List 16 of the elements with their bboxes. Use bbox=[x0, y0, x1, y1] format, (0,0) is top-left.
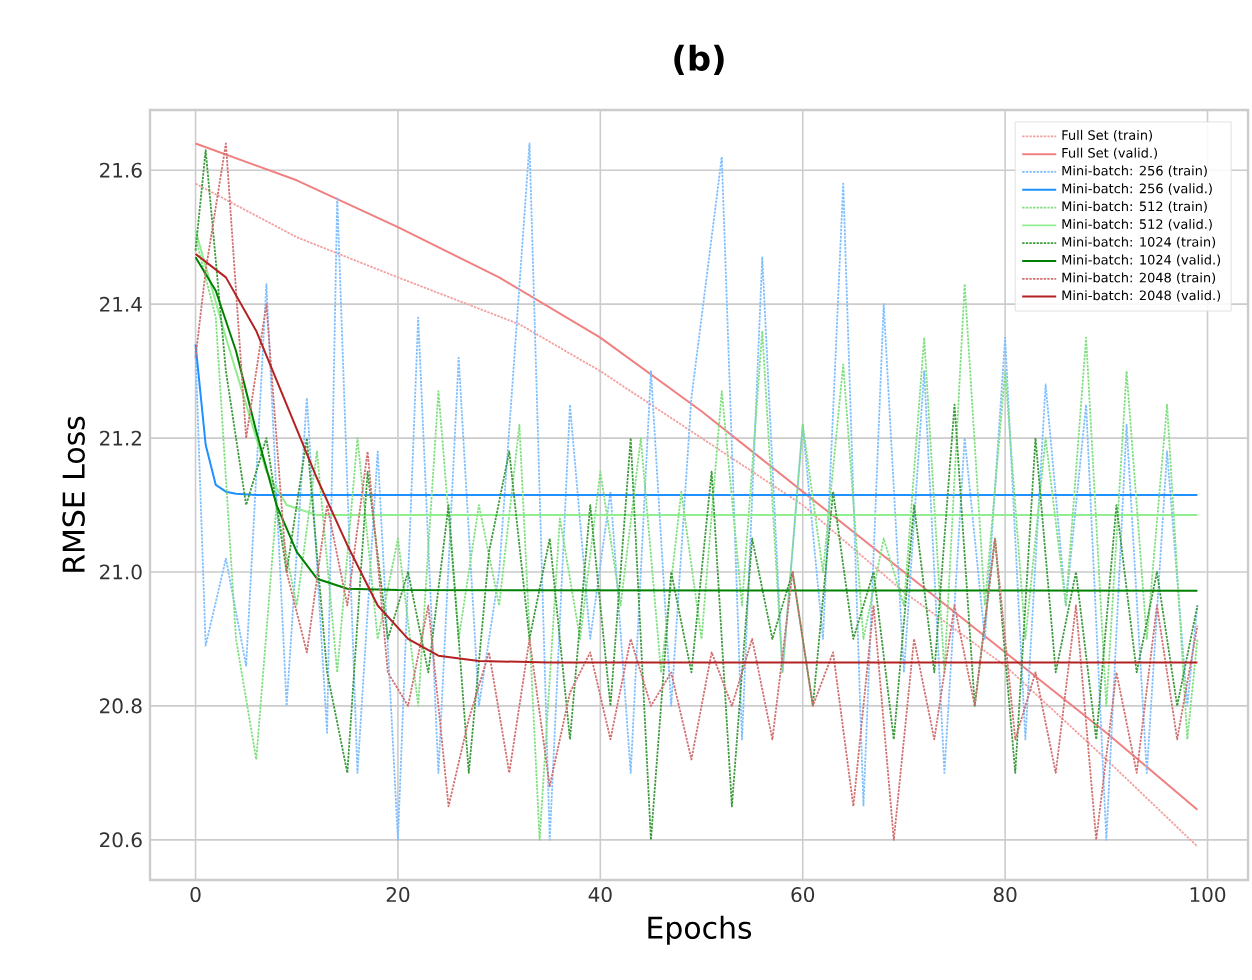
chart-title: (b) bbox=[674, 44, 724, 75]
line-series bbox=[194, 343, 1199, 496]
y-tick-label: 21.2 bbox=[100, 430, 141, 446]
x-tick-label: 40 bbox=[588, 887, 612, 903]
x-axis-title: Epochs bbox=[648, 915, 752, 945]
y-tick-label: 21.6 bbox=[100, 162, 142, 178]
y-tick-label: 20.6 bbox=[100, 832, 142, 848]
x-tick-label: 20 bbox=[386, 887, 410, 903]
y-axis-title: RMSE Loss bbox=[62, 416, 85, 572]
y-tick-label: 20.8 bbox=[100, 698, 142, 714]
x-tick-label: 60 bbox=[791, 887, 815, 903]
y-tick-label: 21.0 bbox=[100, 564, 142, 580]
x-tick-label: 80 bbox=[993, 887, 1017, 903]
x-tick-label: 100 bbox=[1190, 887, 1226, 903]
x-tick-label: 0 bbox=[190, 887, 201, 903]
y-tick-label: 21.4 bbox=[100, 296, 142, 312]
